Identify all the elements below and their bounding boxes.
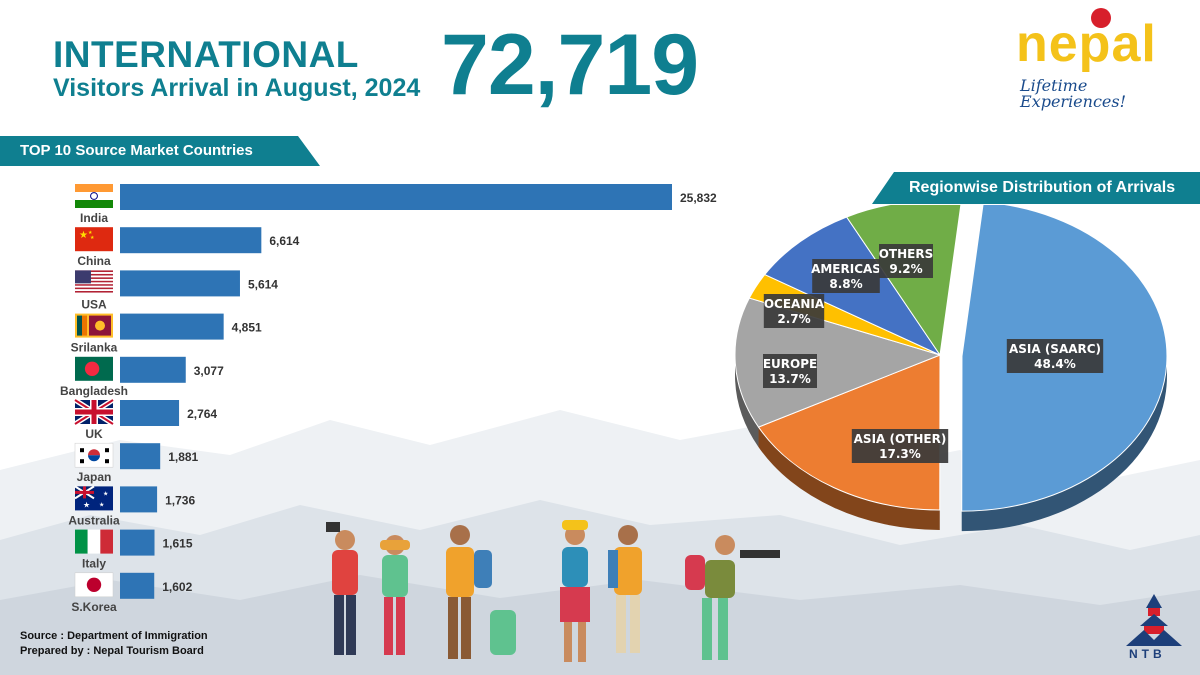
india-flag	[75, 184, 113, 208]
category-label: Japan	[77, 470, 112, 484]
category-label: Italy	[82, 557, 106, 571]
title-line2: Visitors Arrival in August, 2024	[53, 74, 421, 102]
bar-srilanka	[120, 313, 224, 340]
pie-label-name: AMERICAS	[811, 262, 881, 276]
usa-flag	[75, 270, 113, 295]
total-arrivals: 72,719	[441, 17, 699, 113]
pie-label-name: OTHERS	[879, 247, 934, 261]
bar-value-label: 6,614	[269, 234, 299, 248]
bar-skorea	[120, 572, 155, 599]
pie-slice-others	[845, 205, 962, 357]
pie-label-name: ASIA (OTHER)	[854, 432, 947, 446]
australia-flag: ★ ★ ★	[74, 485, 113, 511]
pie-slice-europe	[734, 297, 942, 428]
category-label: USA	[81, 297, 107, 311]
bar-value-label: 2,764	[187, 407, 217, 421]
source-note: Source : Department of Immigration	[20, 630, 208, 642]
pie-label-box	[1006, 339, 1104, 373]
category-label: UK	[85, 427, 103, 441]
right-banner-shape	[872, 172, 1200, 204]
pie-label-name: OCEANIA	[764, 297, 825, 311]
bar-australia	[120, 486, 158, 513]
pie-side-1	[758, 427, 940, 530]
svg-text:★: ★	[90, 235, 95, 241]
bar-uk	[120, 400, 180, 426]
left-banner-title: TOP 10 Source Market Countries	[20, 142, 253, 159]
pie-label-value: 8.8%	[829, 277, 862, 291]
bar-value-label: 1,615	[163, 537, 193, 551]
pie-label-box	[851, 429, 949, 463]
uk-flag	[73, 397, 115, 427]
svg-text:★: ★	[79, 230, 88, 241]
pie-slice-asiaother	[757, 354, 941, 511]
pie-label-name: ASIA (SAARC)	[1009, 342, 1101, 356]
svg-text:★: ★	[99, 501, 104, 508]
pie-side-0	[961, 356, 1167, 532]
category-label: China	[77, 254, 111, 268]
pie-side-2	[735, 355, 759, 448]
japan-flag	[74, 572, 114, 598]
bar-value-label: 25,832	[680, 191, 717, 205]
pie-label-value: 13.7%	[769, 372, 811, 386]
svg-text:★: ★	[88, 230, 93, 236]
category-label: Bangladesh	[60, 384, 128, 398]
category-label: Srilanka	[71, 341, 118, 355]
bangladesh-flag	[75, 356, 113, 381]
logo-sun-icon	[1091, 8, 1111, 28]
bar-value-label: 5,614	[248, 277, 278, 291]
category-label: India	[80, 211, 108, 225]
pie-label-box	[763, 354, 817, 388]
pie-label-value: 2.7%	[777, 312, 810, 326]
nepal-logo: nepal Lifetime Experiences!	[1010, 6, 1190, 110]
italy-flag	[75, 529, 113, 554]
bar-value-label: 1,881	[168, 450, 198, 464]
ntb-logo-icon	[1126, 594, 1182, 646]
pie-label-box	[763, 294, 825, 328]
logo-wordmark: nepal	[1016, 15, 1157, 73]
bar-value-label: 4,851	[232, 321, 262, 335]
svg-text:★: ★	[83, 500, 90, 509]
svg-text:★: ★	[103, 490, 108, 497]
pie-label-box	[879, 244, 933, 278]
logo-tagline: Lifetime Experiences!	[1020, 76, 1127, 111]
pie-label-value: 9.2%	[889, 262, 922, 276]
bar-value-label: 3,077	[194, 364, 224, 378]
bar-china	[120, 227, 262, 254]
bar-usa	[120, 270, 240, 297]
pie-label-value: 48.4%	[1034, 357, 1076, 371]
srilanka-flag	[75, 313, 113, 338]
category-label: S.Korea	[71, 600, 117, 614]
bar-japan	[120, 443, 161, 470]
ntb-label: NTB	[1129, 647, 1166, 661]
pie-label-value: 17.3%	[879, 447, 921, 461]
travellers-illustration	[326, 520, 780, 662]
bar-value-label: 1,602	[162, 580, 192, 594]
region-pie-chart: ASIA (SAARC)48.4% ASIA (OTHER)17.3% EUROPE…	[734, 205, 1168, 532]
prepared-by-note: Prepared by : Nepal Tourism Board	[20, 645, 204, 657]
right-banner-title: Regionwise Distribution of Arrivals	[909, 179, 1176, 196]
bar-italy	[120, 529, 155, 556]
bar-value-label: 1,736	[165, 493, 195, 507]
china-flag: ★ ★★	[75, 227, 113, 252]
pie-label-name: EUROPE	[763, 357, 817, 371]
bar-india	[120, 184, 672, 210]
bar-bangladesh	[120, 356, 186, 383]
category-label: Australia	[68, 513, 120, 527]
left-banner-shape	[0, 136, 320, 166]
pie-label-box	[812, 259, 880, 293]
korea-flag	[74, 442, 114, 468]
title-line1: INTERNATIONAL	[53, 34, 359, 75]
